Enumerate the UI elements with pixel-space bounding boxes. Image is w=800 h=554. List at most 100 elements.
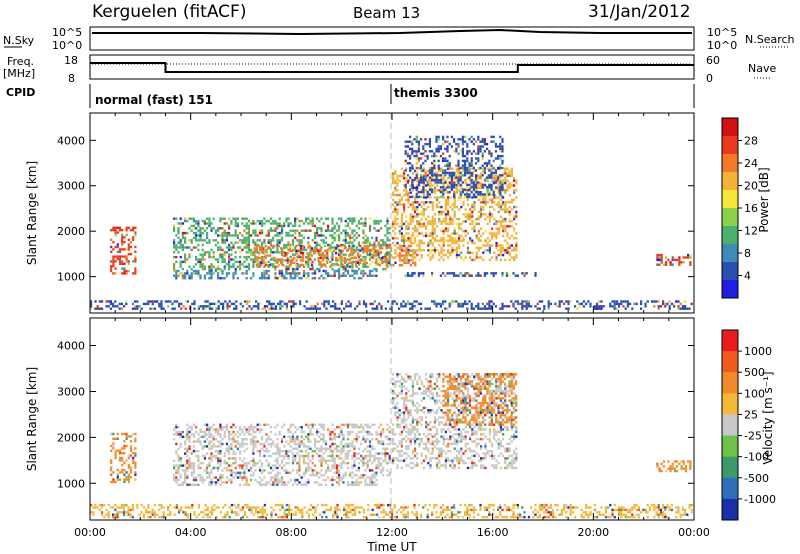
power-cell bbox=[444, 174, 447, 177]
power-cell bbox=[346, 224, 350, 228]
power-cell bbox=[490, 186, 493, 189]
power-cell bbox=[324, 217, 328, 220]
power-cell bbox=[687, 253, 690, 257]
velocity-cell bbox=[344, 462, 347, 465]
power-cell bbox=[428, 307, 431, 310]
power-cell bbox=[560, 300, 563, 303]
power-cell bbox=[483, 142, 486, 146]
power-cell bbox=[473, 258, 476, 262]
velocity-cell bbox=[208, 481, 211, 484]
velocity-cell bbox=[274, 426, 277, 429]
power-cell bbox=[431, 190, 434, 194]
power-cell bbox=[381, 247, 384, 250]
power-cell bbox=[420, 232, 423, 235]
power-cell bbox=[230, 219, 233, 223]
power-cell bbox=[180, 302, 183, 306]
power-cell bbox=[440, 167, 443, 170]
velocity-cell bbox=[175, 464, 178, 467]
velocity-cell bbox=[265, 423, 268, 426]
velocity-cell bbox=[298, 464, 301, 467]
power-cell bbox=[121, 229, 124, 232]
power-cell bbox=[609, 302, 612, 306]
velocity-cell bbox=[184, 464, 187, 467]
power-cell bbox=[255, 247, 258, 250]
power-colorbar-swatch bbox=[722, 136, 738, 155]
velocity-cell bbox=[110, 473, 113, 476]
power-cell bbox=[277, 264, 280, 267]
velocity-cell bbox=[340, 433, 343, 436]
power-cell bbox=[480, 208, 483, 211]
power-cell bbox=[404, 305, 407, 308]
power-cell bbox=[502, 217, 505, 221]
power-cell bbox=[217, 227, 220, 230]
power-cell bbox=[192, 217, 195, 220]
power-cell bbox=[344, 239, 347, 242]
power-cell bbox=[435, 174, 438, 177]
velocity-cell bbox=[285, 462, 288, 465]
power-cell bbox=[343, 256, 346, 260]
power-cell bbox=[290, 300, 293, 303]
power-cell bbox=[219, 219, 222, 223]
power-cell bbox=[394, 215, 397, 218]
power-cell bbox=[211, 302, 214, 306]
power-cell bbox=[278, 224, 281, 228]
power-cell bbox=[219, 253, 222, 256]
velocity-cell bbox=[392, 399, 395, 402]
power-cell bbox=[508, 213, 511, 216]
power-cell bbox=[405, 227, 408, 230]
power-cell bbox=[420, 256, 423, 259]
power-cell bbox=[325, 307, 328, 310]
power-cell bbox=[210, 267, 213, 271]
power-cell bbox=[494, 150, 497, 153]
power-cell bbox=[475, 152, 478, 155]
power-cell bbox=[411, 147, 414, 151]
velocity-cell bbox=[307, 454, 310, 458]
power-cell bbox=[264, 249, 267, 252]
power-cell bbox=[132, 226, 135, 229]
power-cell bbox=[394, 251, 397, 254]
power-cell bbox=[461, 152, 464, 155]
power-cell bbox=[413, 138, 416, 141]
power-cell bbox=[437, 174, 440, 177]
velocity-cell bbox=[280, 426, 284, 429]
power-cell bbox=[508, 201, 511, 204]
power-cell bbox=[447, 177, 450, 180]
power-cell bbox=[195, 234, 198, 237]
power-cell bbox=[173, 307, 176, 310]
power-cell bbox=[224, 300, 227, 303]
power-cell bbox=[226, 307, 229, 310]
power-cell bbox=[620, 300, 623, 303]
velocity-cell bbox=[353, 438, 356, 441]
power-cell bbox=[285, 307, 288, 310]
velocity-cell bbox=[181, 483, 184, 486]
power-cell bbox=[481, 302, 484, 306]
power-cell bbox=[431, 274, 434, 277]
velocity-cell bbox=[134, 471, 137, 474]
velocity-cell bbox=[247, 430, 250, 434]
velocity-cell bbox=[289, 423, 292, 426]
velocity-cell bbox=[351, 423, 354, 426]
velocity-cell bbox=[344, 474, 347, 477]
power-cell bbox=[515, 205, 518, 209]
velocity-cell bbox=[349, 471, 352, 474]
power-cell bbox=[593, 305, 596, 308]
velocity-cell bbox=[316, 447, 319, 450]
velocity-cell bbox=[278, 433, 281, 436]
power-cell bbox=[217, 258, 220, 261]
velocity-cell bbox=[228, 464, 231, 467]
power-cell bbox=[389, 307, 392, 310]
velocity-cell bbox=[340, 466, 343, 470]
velocity-cell bbox=[236, 430, 239, 434]
power-cell bbox=[417, 183, 420, 187]
power-cell bbox=[409, 264, 412, 267]
power-cell bbox=[596, 305, 599, 308]
power-cell bbox=[602, 305, 605, 308]
power-cell bbox=[105, 300, 108, 303]
power-cell bbox=[615, 307, 618, 310]
power-cell bbox=[307, 265, 310, 268]
power-cell bbox=[195, 246, 198, 249]
power-cell bbox=[363, 261, 366, 264]
power-cell bbox=[377, 222, 380, 225]
power-cell bbox=[116, 231, 119, 234]
power-cell bbox=[270, 305, 273, 308]
